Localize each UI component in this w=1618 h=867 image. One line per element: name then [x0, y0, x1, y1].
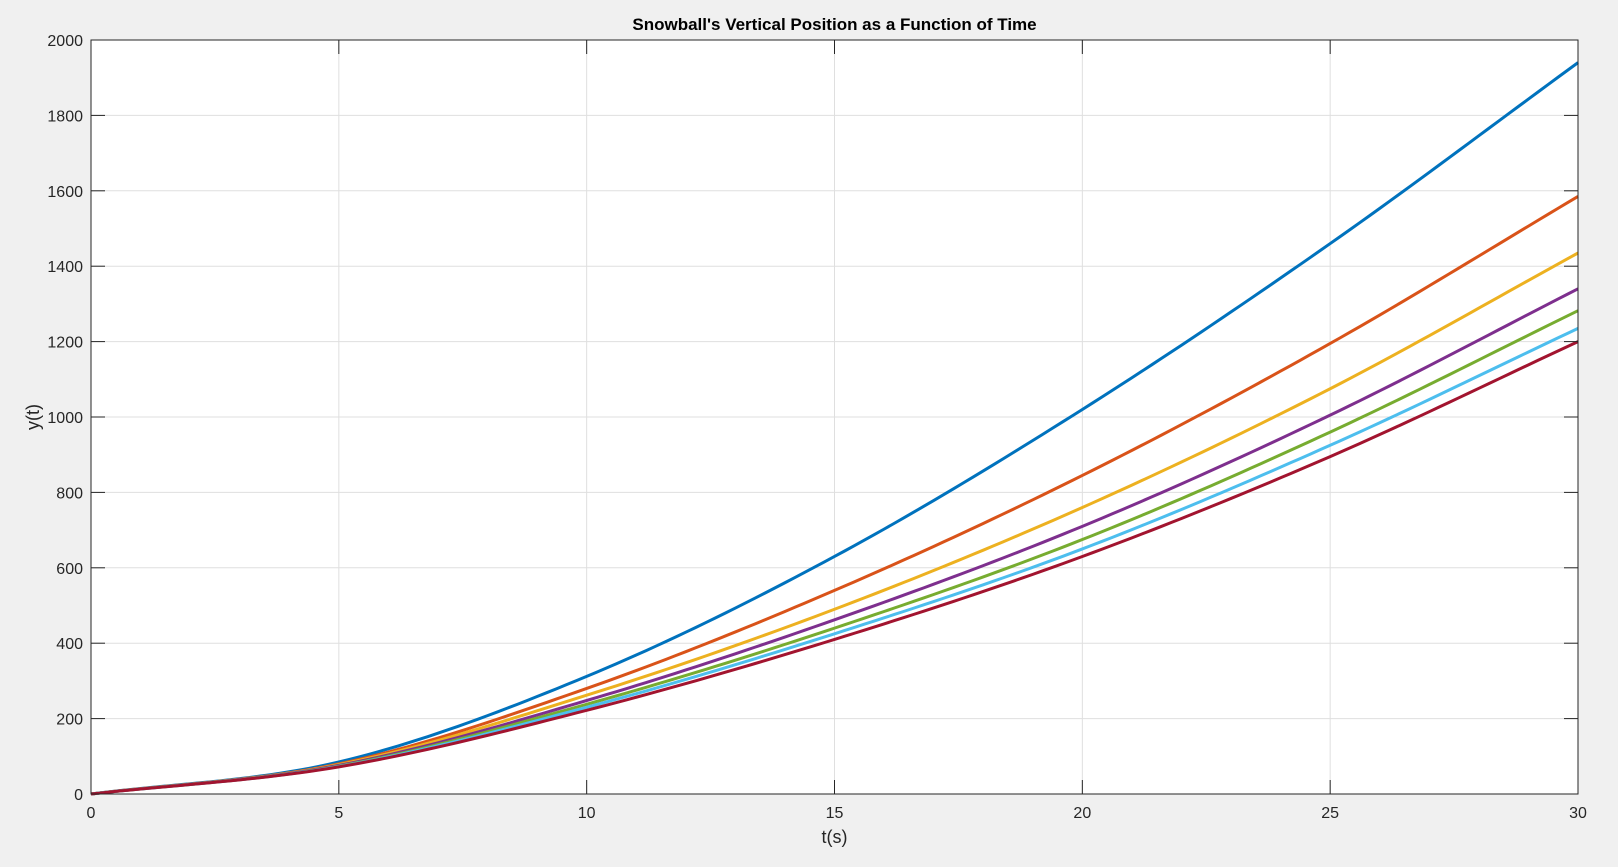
x-tick-label: 30	[1569, 805, 1587, 822]
y-tick-label: 1800	[47, 108, 83, 125]
x-tick-labels: 0 5 10 15 20 25 30	[87, 805, 1587, 822]
y-tick-label: 800	[56, 485, 83, 502]
y-tick-label: 400	[56, 636, 83, 653]
y-tick-label: 200	[56, 712, 83, 729]
series-line-7	[90, 340, 1579, 796]
x-tick-label: 10	[578, 805, 596, 822]
chart-title: Snowball's Vertical Position as a Functi…	[632, 15, 1036, 34]
series-line-1	[90, 61, 1579, 796]
series-layer	[90, 61, 1579, 796]
y-tick-label: 1600	[47, 184, 83, 201]
y-tick-labels: 0 200 400 600 800 1000 1200 1400 1600 1800 2000	[47, 33, 83, 804]
y-tick-label: 1200	[47, 335, 83, 352]
y-axis-label: y(t)	[23, 404, 43, 430]
y-tick-label: 2000	[47, 33, 83, 50]
ticks	[90, 39, 1579, 795]
y-tick-label: 1400	[47, 259, 83, 276]
x-tick-label: 20	[1073, 805, 1091, 822]
y-tick-label: 600	[56, 561, 83, 578]
x-tick-label: 0	[87, 805, 96, 822]
y-tick-label: 1000	[47, 410, 83, 427]
x-tick-label: 25	[1321, 805, 1339, 822]
x-tick-label: 5	[334, 805, 343, 822]
y-tick-label: 0	[74, 787, 83, 804]
x-tick-label: 15	[826, 805, 844, 822]
x-axis-label: t(s)	[822, 827, 848, 847]
